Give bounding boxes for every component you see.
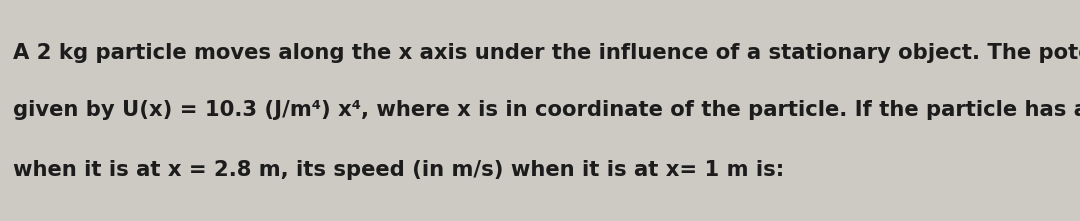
Text: given by U(x) = 10.3 (J/m⁴) x⁴, where x is in coordinate of the particle. If the: given by U(x) = 10.3 (J/m⁴) x⁴, where x …	[13, 101, 1080, 120]
Text: when it is at x = 2.8 m, its speed (in m/s) when it is at x= 1 m is:: when it is at x = 2.8 m, its speed (in m…	[13, 160, 784, 180]
Text: A 2 kg particle moves along the x axis under the influence of a stationary objec: A 2 kg particle moves along the x axis u…	[13, 43, 1080, 63]
